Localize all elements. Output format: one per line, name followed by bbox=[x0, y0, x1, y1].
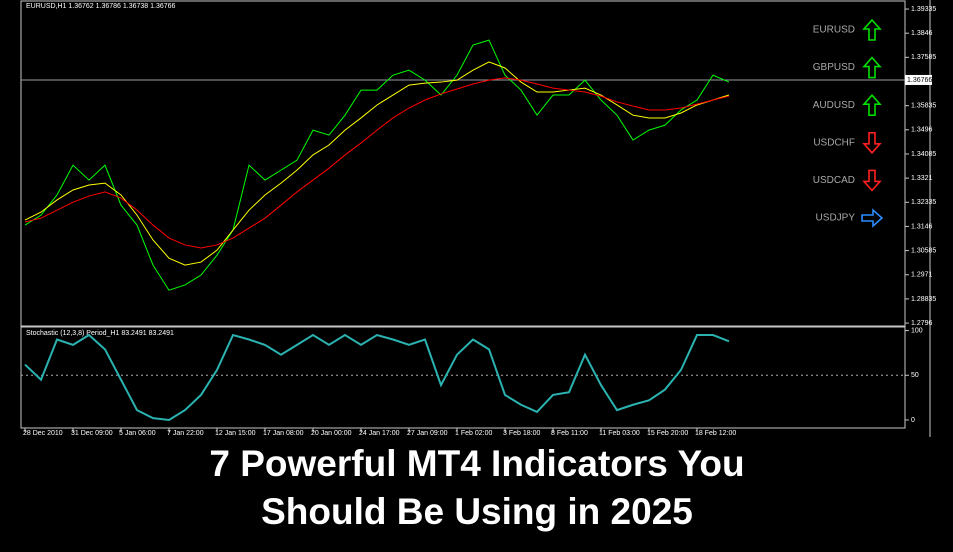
symbol-label: USDCHF bbox=[813, 137, 855, 148]
y-tick-label: 1.39335 bbox=[911, 6, 936, 13]
symbol-label: USDCAD bbox=[813, 175, 855, 186]
direction-arrow bbox=[862, 169, 882, 192]
direction-arrow bbox=[862, 18, 882, 41]
series-line bbox=[24, 39, 730, 291]
y-tick-label: 100 bbox=[911, 327, 923, 334]
current-price-box bbox=[905, 74, 932, 85]
symbol-label: USDJPY bbox=[816, 213, 856, 224]
y-tick-label: 1.3496 bbox=[911, 127, 933, 134]
y-tick-label: 1.28835 bbox=[911, 296, 936, 303]
direction-arrow bbox=[862, 56, 882, 79]
x-tick-label: 17 Jan 08:00 bbox=[263, 430, 304, 437]
y-tick-label: 1.3321 bbox=[911, 175, 933, 182]
y-tick-label: 1.37585 bbox=[911, 54, 936, 61]
caption-line: 7 Powerful MT4 Indicators You bbox=[209, 443, 744, 484]
x-tick-label: 3 Feb 18:00 bbox=[503, 430, 540, 437]
series-line bbox=[24, 77, 730, 249]
symbol-label: EURUSD bbox=[813, 25, 855, 36]
y-tick-label: 50 bbox=[911, 372, 919, 379]
series-line bbox=[24, 333, 730, 421]
price-pane bbox=[20, 0, 906, 327]
symbol-label: AUDUSD bbox=[813, 100, 855, 111]
indicator-header: Stochastic (12,3,8) Period_H1 83.2491 83… bbox=[26, 330, 174, 337]
x-tick-label: 8 Feb 11:00 bbox=[551, 430, 588, 437]
current-price-label: 1.36766 bbox=[907, 77, 932, 84]
x-tick-label: 1 Feb 02:00 bbox=[455, 430, 492, 437]
x-tick-label: 24 Jan 17:00 bbox=[359, 430, 400, 437]
caption-line: Should Be Using in 2025 bbox=[261, 491, 693, 532]
y-tick-label: 1.34085 bbox=[911, 151, 936, 158]
series-line bbox=[24, 61, 730, 266]
x-tick-label: 15 Feb 20:00 bbox=[647, 430, 688, 437]
x-tick-label: 28 Dec 2010 bbox=[23, 430, 63, 437]
direction-arrow bbox=[861, 208, 884, 228]
x-tick-label: 18 Feb 12:00 bbox=[695, 430, 736, 437]
direction-arrow bbox=[862, 93, 882, 116]
x-tick-label: 27 Jan 09:00 bbox=[407, 430, 448, 437]
x-tick-label: 11 Feb 03:00 bbox=[599, 430, 640, 437]
x-tick-label: 20 Jan 00:00 bbox=[311, 430, 352, 437]
y-tick-label: 1.3846 bbox=[911, 30, 933, 37]
x-tick-label: 12 Jan 15:00 bbox=[215, 430, 256, 437]
y-tick-label: 1.30585 bbox=[911, 247, 936, 254]
y-tick-label: 1.35835 bbox=[911, 103, 936, 110]
indicator-pane bbox=[20, 326, 906, 429]
y-tick-label: 1.2796 bbox=[911, 320, 933, 327]
x-tick-label: 5 Jan 06:00 bbox=[119, 430, 156, 437]
y-tick-label: 1.3146 bbox=[911, 223, 933, 230]
direction-arrow bbox=[862, 132, 882, 155]
symbol-label: GBPUSD bbox=[813, 62, 855, 73]
y-tick-label: 0 bbox=[911, 417, 915, 424]
x-tick-label: 31 Dec 09:00 bbox=[71, 430, 113, 437]
x-tick-label: 7 Jan 22:00 bbox=[167, 430, 204, 437]
chart-header: EURUSD,H1 1.36762 1.36786 1.36738 1.3676… bbox=[26, 3, 176, 10]
y-tick-label: 1.2971 bbox=[911, 272, 933, 279]
y-tick-label: 1.32335 bbox=[911, 199, 936, 206]
